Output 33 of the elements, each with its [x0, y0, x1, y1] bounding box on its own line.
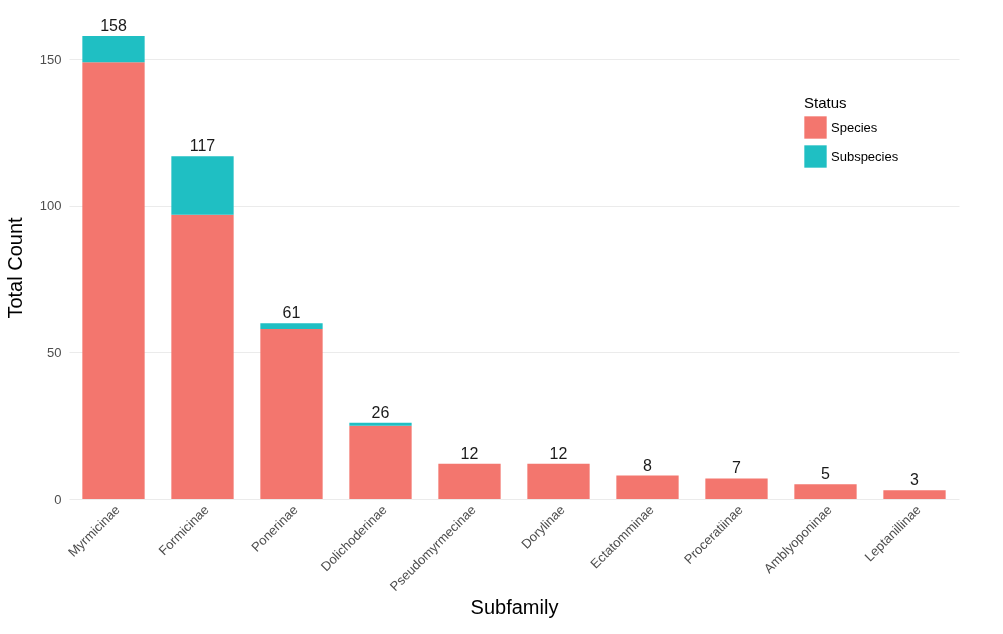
bar	[171, 214, 234, 499]
total-label: 61	[282, 304, 301, 322]
y-tick-label: 0	[54, 491, 62, 507]
bar	[705, 478, 768, 499]
legend-label: Species	[831, 119, 878, 135]
total-label: 5	[821, 465, 831, 483]
x-axis-title: Subfamily	[470, 595, 559, 618]
y-tick-label: 150	[39, 51, 62, 67]
total-label: 12	[549, 444, 568, 462]
total-label: 117	[189, 137, 216, 155]
bar	[616, 475, 679, 499]
bar	[82, 62, 145, 499]
bar	[260, 323, 323, 330]
bar	[527, 463, 590, 499]
bar	[794, 484, 857, 499]
bar	[260, 329, 323, 499]
bar	[438, 463, 501, 499]
y-axis-title: Total Count	[3, 216, 26, 319]
total-label: 26	[371, 403, 390, 421]
legend-label: Subspecies	[831, 148, 899, 164]
bar	[349, 425, 412, 499]
y-tick-label: 50	[47, 344, 62, 360]
bar	[82, 36, 145, 63]
bar	[349, 422, 412, 426]
legend-title: Status	[804, 94, 847, 111]
total-label: 158	[100, 17, 127, 34]
total-label: 12	[460, 444, 479, 462]
total-label: 3	[910, 471, 920, 489]
y-tick-label: 100	[39, 198, 62, 214]
bar	[883, 490, 946, 499]
total-label: 8	[643, 456, 653, 474]
total-label: 7	[732, 459, 742, 477]
bar	[171, 156, 234, 215]
